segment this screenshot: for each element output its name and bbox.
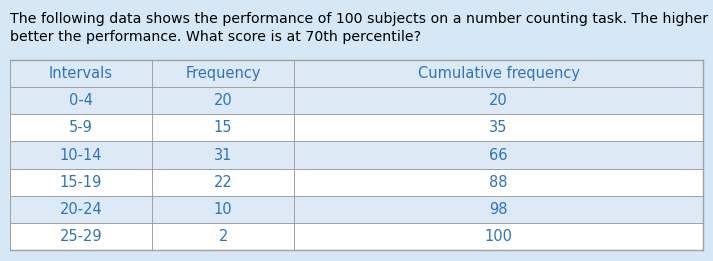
Text: 31: 31 (214, 147, 232, 163)
Text: The following data shows the performance of 100 subjects on a number counting ta: The following data shows the performance… (10, 12, 713, 26)
Text: better the performance. What score is at 70th percentile?: better the performance. What score is at… (10, 30, 421, 44)
Text: 20: 20 (214, 93, 232, 108)
Text: 10: 10 (214, 202, 232, 217)
Bar (10, 87, 703, 114)
Text: 25-29: 25-29 (60, 229, 103, 244)
Bar (10, 60, 703, 250)
Bar (10, 114, 703, 141)
Text: 10-14: 10-14 (60, 147, 102, 163)
Text: 22: 22 (214, 175, 232, 190)
Bar (10, 169, 703, 196)
Text: 0-4: 0-4 (69, 93, 93, 108)
Text: 20: 20 (489, 93, 508, 108)
Text: 15-19: 15-19 (60, 175, 102, 190)
Text: 15: 15 (214, 120, 232, 135)
Text: Cumulative frequency: Cumulative frequency (418, 66, 580, 81)
Text: 35: 35 (489, 120, 508, 135)
Text: Intervals: Intervals (49, 66, 113, 81)
Text: 2: 2 (218, 229, 227, 244)
Text: Frequency: Frequency (185, 66, 261, 81)
Bar (10, 141, 703, 169)
Text: 88: 88 (489, 175, 508, 190)
Bar (10, 60, 703, 87)
Bar (10, 196, 703, 223)
Text: 66: 66 (489, 147, 508, 163)
Text: 100: 100 (485, 229, 513, 244)
Text: 5-9: 5-9 (69, 120, 93, 135)
Text: 20-24: 20-24 (60, 202, 103, 217)
Bar (10, 223, 703, 250)
Text: 98: 98 (489, 202, 508, 217)
